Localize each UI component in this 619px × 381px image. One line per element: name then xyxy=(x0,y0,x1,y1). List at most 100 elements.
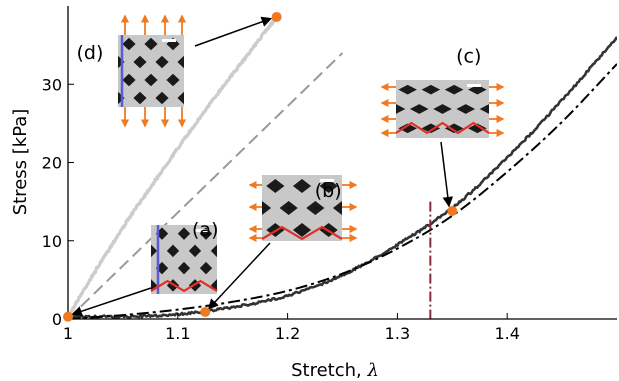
lattice-hole xyxy=(155,227,169,240)
lattice-inset-c xyxy=(387,66,522,153)
lattice-hole xyxy=(222,262,234,274)
lattice-hole xyxy=(134,296,146,308)
lattice-hole xyxy=(480,143,499,153)
lattice-hole xyxy=(177,261,191,275)
lattice-inset-d xyxy=(100,20,212,123)
scale-bar xyxy=(467,84,481,87)
hinge-highlight xyxy=(395,121,490,135)
lattice-hole xyxy=(210,279,217,292)
x-tick-label: 1.1 xyxy=(165,324,190,343)
lattice-hole xyxy=(177,55,184,69)
lattice-hole xyxy=(421,123,441,134)
lattice-hole xyxy=(210,244,217,258)
scale-bar xyxy=(162,39,176,42)
y-tick-label: 10 xyxy=(42,232,62,251)
state-marker-c xyxy=(447,206,458,217)
lattice-hole xyxy=(188,74,201,87)
lattice-hole xyxy=(233,245,245,257)
lattice-hole xyxy=(177,91,184,105)
lattice-hole xyxy=(134,227,146,239)
pointer-arrow-b xyxy=(207,242,271,310)
lattice-hole xyxy=(144,73,158,87)
lattice-hole xyxy=(491,124,510,134)
y-tick-label: 30 xyxy=(42,75,62,94)
y-tick-label: 0 xyxy=(52,310,62,329)
lattice-hole xyxy=(332,200,342,216)
lattice-hole xyxy=(166,110,179,123)
lattice-hole xyxy=(240,223,258,237)
lattice-hole xyxy=(266,178,285,194)
scale-bar xyxy=(195,229,209,232)
state-marker-d xyxy=(271,11,282,22)
lattice-hole xyxy=(360,157,378,171)
lattice-hole xyxy=(155,20,168,33)
lattice-hole xyxy=(479,104,489,114)
lattice-hole xyxy=(333,245,351,259)
lattice-hole xyxy=(199,56,212,69)
labels: (a) (b) (c) (d) xyxy=(63,11,481,322)
x-tick-label: 1.3 xyxy=(385,324,410,343)
lattice-hole xyxy=(156,296,168,308)
lattice-hole xyxy=(387,143,406,153)
lattice-hole xyxy=(233,210,245,222)
panel-label-a: (a) xyxy=(192,219,218,241)
lattice-hole xyxy=(100,74,113,87)
lattice-hole xyxy=(421,84,441,95)
plot-area xyxy=(68,16,617,319)
lattice-hole xyxy=(177,227,191,240)
lattice-hole xyxy=(503,104,522,114)
insets xyxy=(100,14,522,308)
lattice-hole xyxy=(410,143,429,153)
lattice-hole xyxy=(111,20,124,33)
lattice-hole xyxy=(155,91,169,105)
lattice-hole xyxy=(280,245,298,259)
lattice-hole xyxy=(151,244,158,258)
hinge-highlight xyxy=(150,279,218,293)
lattice-hole xyxy=(145,210,157,222)
lattice-hole xyxy=(280,157,298,171)
lattice-hole xyxy=(398,84,417,95)
lattice-hole xyxy=(306,200,325,216)
series-line-3 xyxy=(68,36,617,319)
lattice-hole xyxy=(122,73,136,87)
lattice-hole xyxy=(444,84,464,95)
lattice-hole xyxy=(199,227,213,240)
lattice-hole xyxy=(253,157,271,171)
lattice-hole xyxy=(222,227,234,239)
lattice-hole xyxy=(122,37,136,51)
lattice-hole xyxy=(306,157,324,171)
lattice-hole xyxy=(166,244,180,258)
lattice-hole xyxy=(409,104,429,114)
panel-label-b: (b) xyxy=(315,180,342,202)
x-tick-label: 1 xyxy=(63,324,73,343)
lattice-hole xyxy=(133,55,147,69)
lattice-hole xyxy=(456,104,476,114)
series-line-4 xyxy=(68,63,617,319)
lattice-hole xyxy=(444,123,464,134)
lattice-hole xyxy=(178,296,190,308)
lattice-hole xyxy=(410,66,429,76)
lattice-hole xyxy=(346,223,364,237)
lattice-hole xyxy=(456,143,475,153)
lattice-hole xyxy=(133,91,147,105)
lattice-hole xyxy=(279,200,298,216)
y-axis-title: Stress [kPa] xyxy=(10,109,31,216)
hinge-highlight xyxy=(261,225,343,241)
lattice-hole xyxy=(144,110,157,123)
lattice-hole xyxy=(319,178,338,194)
lattice-hole xyxy=(333,157,351,171)
panel-label-c: (c) xyxy=(456,45,481,67)
series-line-2 xyxy=(68,52,344,319)
state-marker-b xyxy=(200,306,211,317)
pointer-arrow-c xyxy=(440,141,454,208)
lattice-hole xyxy=(292,222,312,238)
x-axis-title: Stretch, λ xyxy=(291,360,379,381)
lattice-hole xyxy=(166,73,180,87)
lattice-hole xyxy=(468,123,487,134)
lattice-hole xyxy=(433,104,452,114)
lattice-hole xyxy=(199,20,212,33)
lattice-hole xyxy=(503,66,522,76)
lattice-hole xyxy=(306,245,324,259)
axes: 1 1.1 1.2 1.3 1.4 0 10 20 30 Stretch, λ Stress [kP… xyxy=(10,6,617,381)
